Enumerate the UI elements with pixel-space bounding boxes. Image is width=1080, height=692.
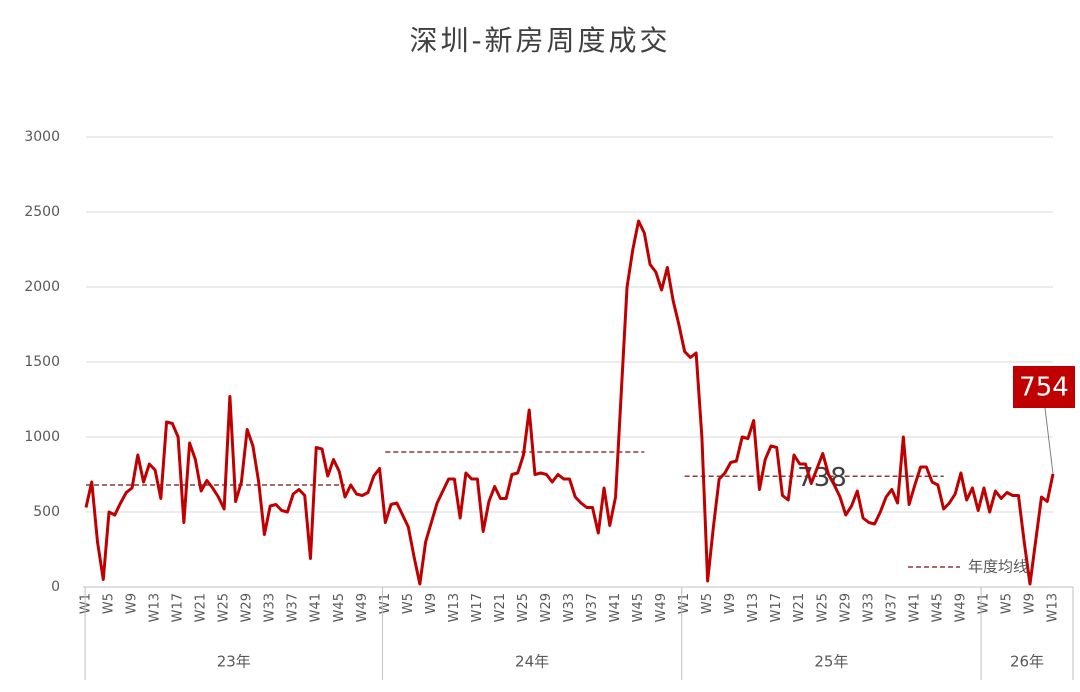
x-tick-label: W29 <box>838 593 853 622</box>
x-tick-label: W1 <box>378 593 393 614</box>
x-tick-label: W5 <box>999 593 1014 614</box>
y-tick-label: 0 <box>51 579 60 595</box>
x-tick-label: W13 <box>1046 593 1061 622</box>
x-tick-label: W25 <box>217 593 232 622</box>
y-tick-label: 500 <box>33 504 60 520</box>
x-tick-label: W29 <box>539 593 554 622</box>
y-tick-label: 3000 <box>24 129 60 145</box>
x-tick-label: W9 <box>723 593 738 614</box>
x-tick-label: W29 <box>240 593 255 622</box>
x-tick-label: W1 <box>976 593 991 614</box>
x-tick-label: W45 <box>930 593 945 622</box>
group-label: 26年 <box>1010 653 1044 671</box>
x-tick-label: W13 <box>148 593 163 622</box>
x-tick-label: W41 <box>608 593 623 622</box>
legend-label: 年度均线 <box>968 558 1028 576</box>
x-tick-label: W49 <box>953 593 968 622</box>
x-tick-label: W9 <box>125 593 140 614</box>
chart-title: 深圳-新房周度成交 <box>409 24 670 57</box>
x-tick-label: W49 <box>355 593 370 622</box>
x-tick-label: W41 <box>309 593 324 622</box>
x-tick-label: W25 <box>516 593 531 622</box>
x-tick-label: W37 <box>884 593 899 622</box>
callout-label: 754 <box>1019 373 1069 403</box>
x-tick-label: W9 <box>1022 593 1037 614</box>
x-tick-label: W37 <box>286 593 301 622</box>
average-label: 738 <box>797 463 847 493</box>
x-tick-label: W1 <box>79 593 94 614</box>
x-tick-label: W37 <box>585 593 600 622</box>
x-tick-label: W45 <box>631 593 646 622</box>
y-tick-label: 1000 <box>24 429 60 445</box>
x-tick-label: W41 <box>907 593 922 622</box>
y-tick-label: 1500 <box>24 354 60 370</box>
callout-box <box>1013 366 1075 408</box>
y-tick-label: 2500 <box>24 204 60 220</box>
y-tick-label: 2000 <box>24 279 60 295</box>
callout-leader <box>1044 407 1054 474</box>
x-tick-label: W25 <box>815 593 830 622</box>
x-tick-label: W33 <box>562 593 577 622</box>
group-label: 24年 <box>515 653 549 671</box>
x-tick-label: W17 <box>470 593 485 622</box>
x-tick-label: W13 <box>746 593 761 622</box>
group-label: 25年 <box>814 653 848 671</box>
x-tick-label: W49 <box>654 593 669 622</box>
x-tick-label: W1 <box>677 593 692 614</box>
x-tick-label: W33 <box>861 593 876 622</box>
group-label: 23年 <box>217 653 251 671</box>
x-tick-label: W21 <box>493 593 508 622</box>
x-tick-label: W45 <box>332 593 347 622</box>
x-tick-label: W21 <box>194 593 209 622</box>
x-tick-label: W5 <box>700 593 715 614</box>
x-tick-label: W5 <box>102 593 117 614</box>
x-tick-label: W17 <box>171 593 186 622</box>
x-tick-label: W33 <box>263 593 278 622</box>
x-tick-label: W9 <box>424 593 439 614</box>
x-tick-label: W5 <box>401 593 416 614</box>
data-line <box>84 219 1055 586</box>
x-tick-label: W21 <box>792 593 807 622</box>
x-tick-label: W13 <box>447 593 462 622</box>
x-tick-label: W17 <box>769 593 784 622</box>
